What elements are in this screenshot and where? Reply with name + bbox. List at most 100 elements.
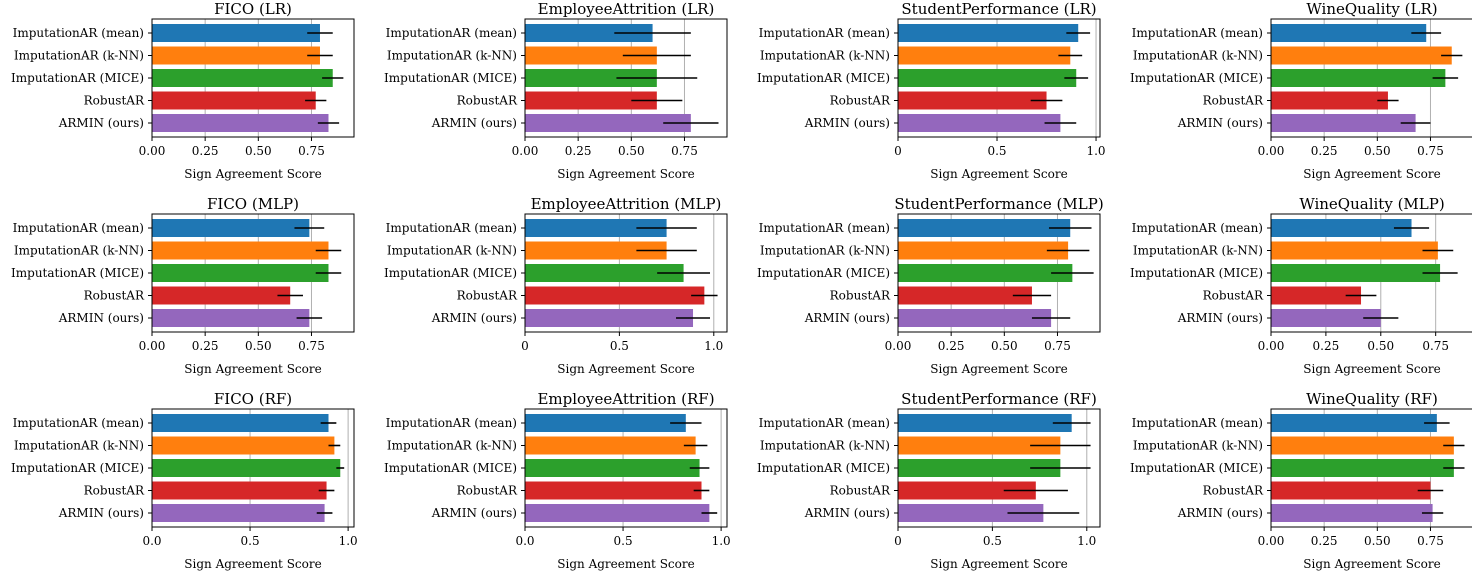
y-tick-label: RobustAR: [830, 289, 891, 303]
subplot-title: WineQuality (MLP): [1299, 195, 1444, 213]
y-tick-label: ImputationAR (k-NN): [14, 439, 144, 453]
subplot-title: EmployeeAttrition (MLP): [531, 195, 722, 213]
y-tick-label: ImputationAR (mean): [759, 416, 890, 430]
subplot: ImputationAR (mean) ImputationAR (k-NN) Im…: [1130, 195, 1472, 376]
bar: [152, 309, 310, 327]
x-tick-label: 1.0: [1086, 144, 1105, 158]
bar: [152, 504, 325, 522]
bar: [152, 91, 316, 110]
x-tick-label: 0.75: [1044, 339, 1071, 353]
subplot: ImputationAR (mean) ImputationAR (k-NN) Im…: [757, 390, 1101, 571]
bar: [152, 459, 341, 477]
x-tick-label: 0.50: [245, 339, 272, 353]
y-tick-label: ImputationAR (MICE): [384, 266, 517, 280]
subplot: ImputationAR (mean) ImputationAR (k-NN) Im…: [11, 390, 358, 571]
bar: [898, 219, 1071, 237]
y-tick-label: ImputationAR (mean): [1132, 416, 1263, 430]
y-tick-label: RobustAR: [84, 94, 145, 108]
bar: [1271, 91, 1388, 110]
y-tick-label: ImputationAR (MICE): [1130, 71, 1263, 85]
x-tick-label: 0.50: [991, 339, 1018, 353]
subplot-title: EmployeeAttrition (LR): [538, 0, 715, 18]
bar: [898, 241, 1069, 260]
bar: [898, 264, 1073, 282]
x-axis-label: Sign Agreement Score: [557, 362, 694, 376]
y-tick-label: ImputationAR (mean): [1132, 26, 1263, 40]
subplot-title: FICO (LR): [214, 0, 292, 18]
subplot: ImputationAR (mean) ImputationAR (k-NN) Im…: [384, 195, 728, 376]
x-tick-label: 0: [894, 144, 902, 158]
x-tick-label: 0.25: [192, 339, 219, 353]
y-tick-label: ImputationAR (k-NN): [760, 49, 890, 63]
bar: [152, 241, 329, 260]
y-tick-label: ARMIN (ours): [431, 311, 517, 325]
bar: [1271, 69, 1446, 87]
subplot: ImputationAR (mean) ImputationAR (k-NN) Im…: [384, 390, 731, 571]
x-tick-label: 0.75: [298, 339, 325, 353]
y-tick-label: ImputationAR (k-NN): [14, 244, 144, 258]
y-tick-label: ARMIN (ours): [1177, 116, 1263, 130]
x-tick-label: 0.75: [1417, 144, 1444, 158]
y-tick-label: ImputationAR (mean): [13, 416, 144, 430]
subplot-title: FICO (RF): [214, 390, 292, 408]
bar: [1271, 24, 1427, 42]
bar: [152, 414, 329, 432]
bar: [152, 481, 327, 500]
x-tick-label: 1.0: [704, 339, 723, 353]
y-tick-label: ImputationAR (MICE): [757, 71, 890, 85]
x-tick-label: 0.25: [565, 144, 592, 158]
y-tick-label: ImputationAR (k-NN): [1133, 49, 1263, 63]
x-tick-label: 0: [894, 534, 902, 548]
x-tick-label: 0.5: [241, 534, 260, 548]
y-tick-label: ARMIN (ours): [58, 506, 144, 520]
bar: [898, 114, 1061, 132]
y-tick-label: RobustAR: [830, 484, 891, 498]
bar: [1271, 414, 1437, 432]
y-tick-label: RobustAR: [84, 289, 145, 303]
bar: [152, 69, 333, 87]
y-tick-label: ARMIN (ours): [431, 116, 517, 130]
bar: [898, 24, 1079, 42]
subplot-title: StudentPerformance (RF): [901, 390, 1097, 408]
bar: [525, 69, 657, 87]
subplot: ImputationAR (mean) ImputationAR (k-NN) Im…: [11, 0, 355, 181]
y-tick-label: ImputationAR (MICE): [757, 461, 890, 475]
x-tick-label: 0.00: [512, 144, 539, 158]
x-tick-label: 0.75: [671, 144, 698, 158]
x-tick-label: 0.00: [139, 339, 166, 353]
x-tick-label: 0.75: [1422, 339, 1449, 353]
subplot: ImputationAR (mean) ImputationAR (k-NN) Im…: [11, 195, 355, 376]
y-tick-label: RobustAR: [1203, 289, 1264, 303]
y-tick-label: ImputationAR (MICE): [1130, 266, 1263, 280]
x-axis-label: Sign Agreement Score: [1303, 557, 1440, 571]
y-tick-label: ImputationAR (mean): [13, 221, 144, 235]
y-tick-label: ImputationAR (k-NN): [1133, 244, 1263, 258]
bar: [525, 436, 696, 455]
y-tick-label: ImputationAR (mean): [386, 416, 517, 430]
x-tick-label: 0.50: [245, 144, 272, 158]
bar: [1271, 481, 1431, 500]
bar: [152, 24, 320, 42]
x-tick-label: 0.5: [614, 534, 633, 548]
subplot: ImputationAR (mean) ImputationAR (k-NN) Im…: [1130, 390, 1472, 571]
y-tick-label: RobustAR: [1203, 94, 1264, 108]
x-tick-label: 0.50: [1364, 144, 1391, 158]
bar: [152, 286, 291, 305]
bar: [898, 69, 1077, 87]
y-tick-label: ImputationAR (mean): [759, 26, 890, 40]
x-tick-label: 0.25: [1311, 144, 1338, 158]
bar: [1271, 459, 1454, 477]
x-tick-label: 0.50: [1367, 339, 1394, 353]
subplot: ImputationAR (mean) ImputationAR (k-NN) Im…: [384, 0, 728, 181]
x-tick-label: 0.00: [139, 144, 166, 158]
x-tick-label: 1.0: [712, 534, 731, 548]
bar: [525, 459, 700, 477]
subplot-title: FICO (MLP): [207, 195, 299, 213]
y-tick-label: ImputationAR (k-NN): [387, 49, 517, 63]
bar: [898, 436, 1061, 455]
y-tick-label: ImputationAR (k-NN): [760, 439, 890, 453]
bar: [1271, 286, 1362, 305]
y-tick-label: RobustAR: [830, 94, 891, 108]
x-axis-label: Sign Agreement Score: [1303, 167, 1440, 181]
bar: [898, 481, 1036, 500]
